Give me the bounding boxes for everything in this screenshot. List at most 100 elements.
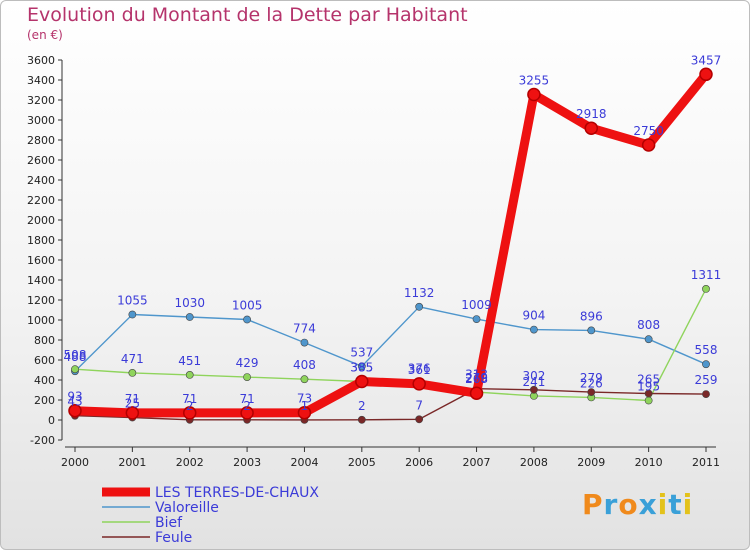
y-tick-label: 0: [48, 414, 55, 427]
logo-letter: x: [638, 488, 658, 521]
data-label: 71: [182, 392, 197, 406]
data-label: 226: [580, 376, 603, 390]
chart-title: Evolution du Montant de la Dette par Hab…: [27, 4, 468, 26]
data-label: 429: [236, 356, 259, 370]
y-tick-label: 200: [34, 394, 55, 407]
chart-subtitle: (en €): [27, 28, 63, 42]
logo-letter: i: [682, 488, 694, 521]
data-label: 471: [121, 352, 144, 366]
data-point: [415, 302, 424, 311]
legend-label: Valoreille: [155, 500, 219, 516]
data-point: [469, 386, 484, 400]
data-point: [412, 377, 426, 391]
data-label: 1: [301, 399, 309, 413]
data-label: 1030: [174, 296, 205, 310]
data-label: 71: [239, 392, 254, 406]
data-point: [128, 310, 137, 319]
data-label: 488: [64, 350, 87, 364]
series-line-1: [74, 306, 707, 372]
data-label: 3457: [691, 53, 722, 67]
data-label: 808: [637, 318, 660, 332]
x-tick-label: 2011: [692, 456, 720, 469]
data-point: [357, 362, 366, 371]
data-label: 558: [695, 343, 718, 357]
data-point: [702, 390, 710, 398]
logo-letter: i: [657, 488, 669, 521]
data-label: 2750: [633, 124, 664, 138]
x-tick-label: 2002: [176, 456, 204, 469]
data-label: 1132: [404, 286, 435, 300]
x-tick-label: 2004: [290, 456, 318, 469]
data-point: [182, 406, 197, 420]
data-point: [357, 415, 366, 424]
data-label: 279: [465, 371, 488, 385]
data-label: 265: [637, 373, 660, 387]
data-point: [68, 403, 82, 418]
logo-letter: o: [618, 488, 639, 521]
logo-letter: t: [668, 488, 683, 521]
data-point: [125, 406, 140, 420]
data-point: [587, 388, 596, 396]
x-tick-label: 2003: [233, 456, 261, 469]
data-label: 408: [293, 358, 316, 372]
data-point: [243, 373, 251, 381]
data-label: 279: [580, 371, 603, 385]
data-point: [530, 325, 538, 334]
proxiti-logo: Proxiti: [582, 488, 693, 521]
data-label: 71: [125, 392, 140, 406]
y-tick-label: 600: [34, 354, 55, 367]
series-line-3: [74, 388, 707, 421]
data-label: 537: [350, 345, 373, 359]
data-label: 259: [695, 373, 718, 387]
data-point: [644, 396, 653, 405]
data-label: 1311: [691, 268, 722, 282]
logo-letter: P: [582, 488, 604, 521]
data-label: 73: [297, 392, 312, 406]
data-point: [530, 385, 538, 394]
data-label: 508: [64, 348, 87, 362]
data-label: 361: [408, 363, 431, 377]
x-tick-label: 2005: [348, 456, 376, 469]
data-label: 385: [350, 361, 373, 375]
x-tick-label: 2009: [577, 456, 605, 469]
x-tick-label: 2001: [118, 456, 146, 469]
legend-label: Feule: [155, 530, 192, 546]
x-tick-label: 2010: [635, 456, 663, 469]
y-tick-label: 3000: [27, 114, 55, 127]
x-tick-label: 2008: [520, 456, 548, 469]
x-tick-label: 2006: [405, 456, 433, 469]
data-label: 774: [293, 322, 316, 336]
data-point: [699, 67, 713, 82]
data-point: [300, 338, 309, 347]
data-point: [584, 121, 599, 135]
data-label: 2: [243, 399, 251, 413]
data-label: 451: [178, 354, 201, 368]
data-point: [641, 138, 656, 152]
data-point: [185, 370, 194, 379]
y-tick-label: 2000: [27, 214, 55, 227]
y-tick-label: 1800: [27, 234, 55, 247]
data-label: 1009: [461, 298, 492, 312]
y-tick-label: -200: [30, 434, 55, 447]
y-tick-label: 400: [34, 374, 55, 387]
data-point: [702, 284, 710, 293]
data-point: [472, 315, 481, 323]
data-point: [644, 335, 653, 344]
data-label: 1055: [117, 294, 148, 308]
y-tick-label: 2400: [27, 174, 55, 187]
data-point: [240, 406, 254, 420]
data-label: 93: [67, 390, 82, 404]
y-tick-label: 2600: [27, 154, 55, 167]
x-tick-label: 2000: [61, 456, 89, 469]
data-label: 1005: [232, 299, 263, 313]
data-point: [297, 405, 312, 420]
data-label: 43: [67, 395, 82, 409]
data-point: [185, 313, 194, 321]
data-point: [702, 360, 710, 369]
series-line-0: [70, 69, 711, 418]
data-label: 376: [408, 361, 431, 375]
data-point: [243, 315, 251, 324]
data-point: [644, 389, 653, 398]
